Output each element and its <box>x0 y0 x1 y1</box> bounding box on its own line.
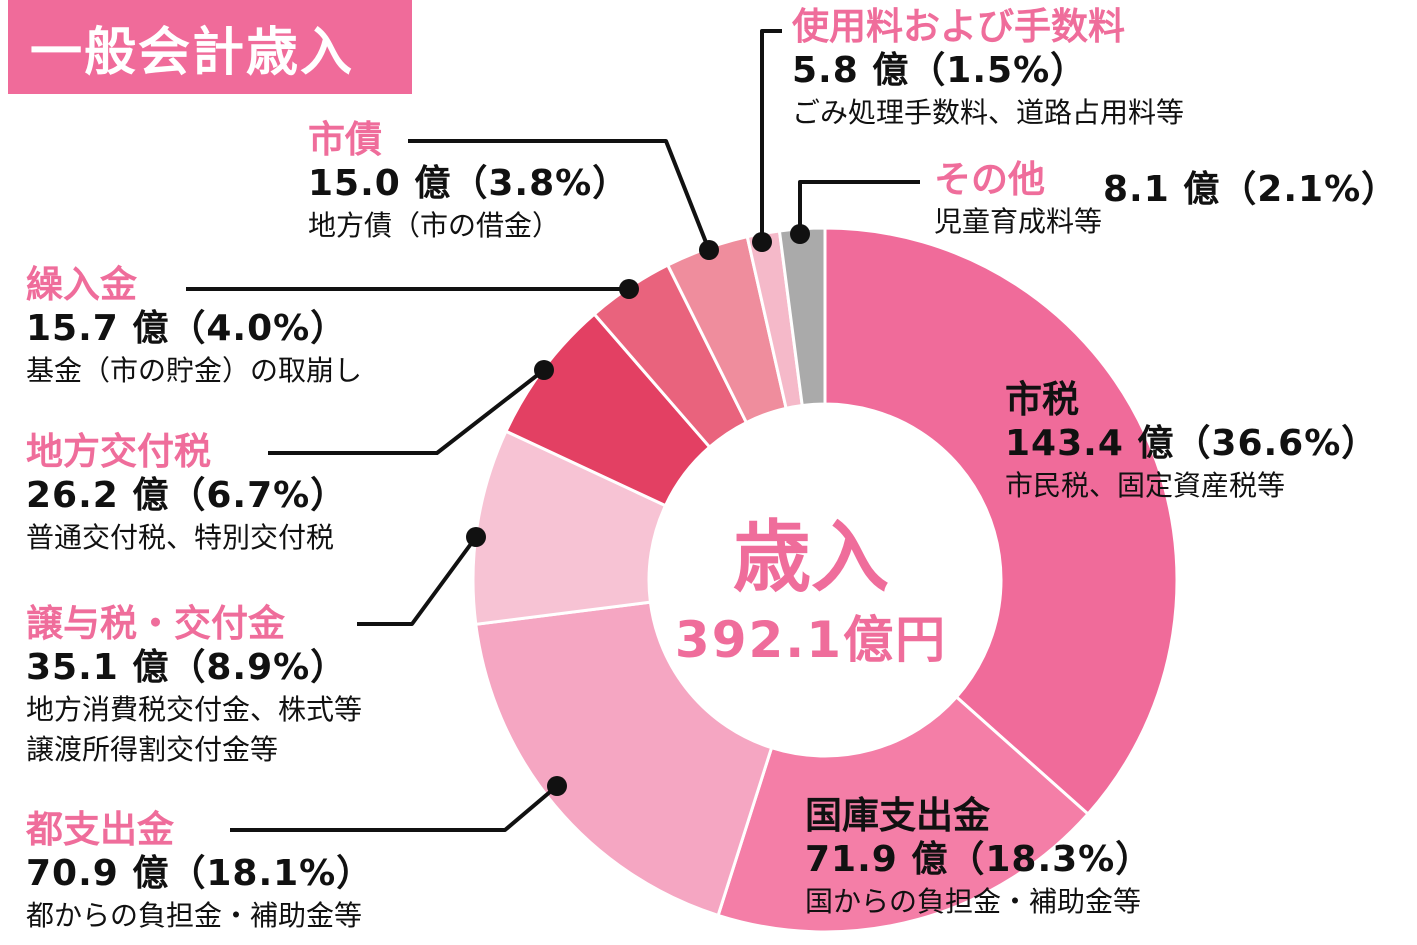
label-local-allocation-tax-name: 地方交付税 <box>26 430 211 473</box>
leader-dot-municipal-bonds <box>699 240 719 260</box>
label-transfers-in-name: 繰入金 <box>26 263 137 306</box>
label-transfer-tax: 譲与税・交付金 35.1 億（8.9%） 地方消費税交付金、株式等 譲渡所得割交… <box>26 602 362 770</box>
label-metro-disbursement: 都支出金 70.9 億（18.1%） 都からの負担金・補助金等 <box>26 808 373 936</box>
slice-metro-disbursement <box>474 600 774 918</box>
label-metro-disbursement-note: 都からの負担金・補助金等 <box>26 899 363 932</box>
label-municipal-bonds: 市債 15.0 億（3.8%） 地方債（市の借金） <box>308 118 629 246</box>
label-transfers-in-value: 15.7 億（4.0%） <box>26 308 348 349</box>
label-fees-value: 5.8 億（1.5%） <box>792 50 1088 91</box>
label-other-value: 8.1 億（2.1%） <box>1103 169 1399 210</box>
page-title-banner: 一般会計歳入 <box>8 0 412 94</box>
leader-dot-local-allocation-tax <box>534 360 554 380</box>
label-metro-disbursement-value: 70.9 億（18.1%） <box>26 853 374 894</box>
leader-line-municipal-bonds <box>408 139 711 251</box>
leader-line-local-allocation-tax <box>268 368 546 455</box>
label-city-tax-name: 市税 <box>1005 378 1079 421</box>
leader-dot-transfer-tax <box>466 527 486 547</box>
leader-dot-other <box>790 224 810 244</box>
label-fees-note: ごみ処理手数料、道路占用料等 <box>792 96 1185 129</box>
leader-dot-metro-disbursement <box>547 776 567 796</box>
label-transfers-in: 繰入金 15.7 億（4.0%） 基金（市の貯金）の取崩し <box>26 263 362 391</box>
page-title: 一般会計歳入 <box>30 23 355 83</box>
slice-city-tax <box>823 226 1179 817</box>
label-transfers-in-note: 基金（市の貯金）の取崩し <box>26 354 363 387</box>
label-other-name: その他 <box>934 158 1045 201</box>
label-metro-disbursement-name: 都支出金 <box>26 808 174 851</box>
label-national-treasury-name: 国庫支出金 <box>805 794 990 837</box>
label-local-allocation-tax: 地方交付税 26.2 億（6.7%） 普通交付税、特別交付税 <box>26 430 347 558</box>
leader-line-other <box>798 180 920 234</box>
label-transfer-tax-note-2: 譲渡所得割交付金等 <box>26 733 279 766</box>
label-transfer-tax-name: 譲与税・交付金 <box>26 602 285 645</box>
label-transfer-tax-value: 35.1 億（8.9%） <box>26 647 348 688</box>
center-title: 歳入 <box>732 513 889 603</box>
label-local-allocation-tax-note: 普通交付税、特別交付税 <box>26 521 335 554</box>
label-other: その他 児童育成料等 <box>934 158 1102 242</box>
label-local-allocation-tax-value: 26.2 億（6.7%） <box>26 475 348 516</box>
leader-dot-transfers-in <box>619 279 639 299</box>
center-total: 392.1億円 <box>674 611 948 669</box>
leader-dot-fees <box>752 232 772 252</box>
label-national-treasury-note: 国からの負担金・補助金等 <box>805 885 1142 918</box>
slice-national-treasury <box>716 694 1091 934</box>
leader-line-metro-disbursement <box>230 784 559 832</box>
leader-line-transfer-tax <box>357 535 478 626</box>
label-transfer-tax-note-1: 地方消費税交付金、株式等 <box>26 693 363 726</box>
label-city-tax-value: 143.4 億（36.6%） <box>1005 423 1379 464</box>
label-fees-name: 使用料および手数料 <box>792 5 1125 48</box>
label-national-treasury-value: 71.9 億（18.3%） <box>805 839 1153 880</box>
leader-line-fees <box>760 29 782 242</box>
label-municipal-bonds-note: 地方債（市の借金） <box>308 209 561 242</box>
label-city-tax-note: 市民税、固定資産税等 <box>1005 469 1286 502</box>
label-municipal-bonds-name: 市債 <box>308 118 382 161</box>
label-other-note: 児童育成料等 <box>934 205 1103 238</box>
label-city-tax: 市税 143.4 億（36.6%） 市民税、固定資産税等 <box>1005 378 1378 506</box>
label-municipal-bonds-value: 15.0 億（3.8%） <box>308 163 630 204</box>
label-national-treasury: 国庫支出金 71.9 億（18.3%） 国からの負担金・補助金等 <box>805 794 1152 922</box>
label-fees: 使用料および手数料 5.8 億（1.5%） ごみ処理手数料、道路占用料等 <box>792 5 1184 133</box>
